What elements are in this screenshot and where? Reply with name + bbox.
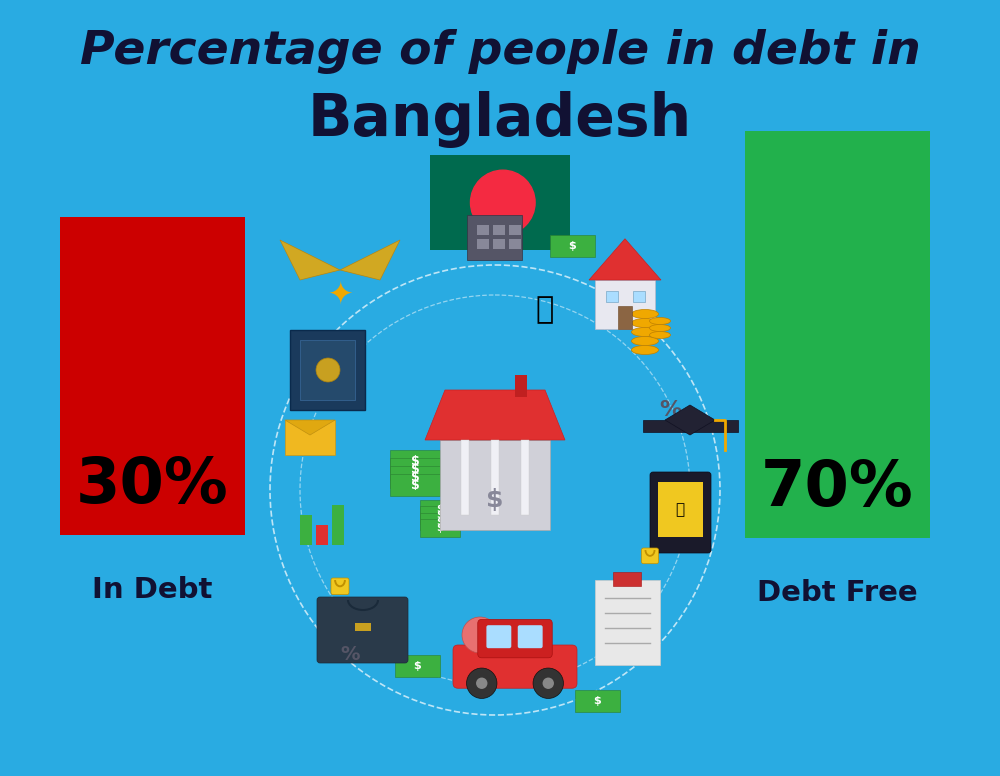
Polygon shape [589, 239, 661, 280]
Bar [300, 340, 355, 400]
FancyBboxPatch shape [331, 578, 349, 594]
Text: $: $ [593, 696, 601, 706]
Bar [420, 513, 460, 531]
Text: $: $ [411, 470, 419, 483]
Bar [316, 525, 328, 545]
Bar [390, 474, 440, 496]
Bar [440, 440, 550, 530]
Ellipse shape [650, 331, 670, 338]
Bar [509, 239, 521, 249]
Ellipse shape [632, 318, 658, 327]
FancyBboxPatch shape [518, 625, 543, 648]
Bar [613, 572, 641, 586]
Bar [461, 440, 469, 515]
Text: $: $ [437, 510, 443, 520]
FancyBboxPatch shape [395, 655, 440, 677]
Bar [332, 505, 344, 545]
Bar [521, 440, 529, 515]
Circle shape [471, 170, 535, 235]
Bar [658, 482, 703, 537]
Circle shape [467, 668, 497, 698]
Bar [60, 217, 245, 535]
Text: $: $ [411, 462, 419, 476]
Text: $: $ [437, 504, 443, 514]
Bar [515, 375, 527, 397]
Bar [420, 507, 460, 524]
FancyBboxPatch shape [575, 690, 620, 712]
Ellipse shape [632, 310, 658, 318]
Text: %: % [340, 646, 360, 664]
Ellipse shape [632, 345, 658, 355]
Bar [467, 215, 522, 260]
FancyBboxPatch shape [650, 472, 711, 553]
Bar [430, 155, 570, 250]
Bar [420, 500, 460, 518]
Bar [290, 330, 365, 410]
Text: $: $ [437, 523, 443, 533]
Ellipse shape [632, 337, 658, 345]
Polygon shape [285, 420, 335, 435]
Bar [745, 131, 930, 538]
Text: $: $ [568, 241, 576, 251]
Bar [493, 225, 505, 235]
Text: In Debt: In Debt [92, 576, 213, 604]
Bar [595, 580, 660, 665]
Ellipse shape [632, 327, 658, 337]
Circle shape [462, 617, 498, 653]
Bar [595, 280, 655, 329]
Circle shape [533, 668, 563, 698]
Bar [509, 225, 521, 235]
Polygon shape [280, 240, 340, 280]
Ellipse shape [650, 317, 670, 324]
Polygon shape [340, 240, 400, 280]
FancyBboxPatch shape [317, 597, 408, 663]
Bar [477, 225, 489, 235]
Text: $: $ [413, 661, 421, 671]
Polygon shape [425, 390, 565, 440]
Text: $: $ [437, 517, 443, 527]
Text: ✦: ✦ [327, 280, 353, 310]
FancyBboxPatch shape [550, 235, 595, 257]
Bar [477, 239, 489, 249]
Bar [300, 515, 312, 545]
Text: 30%: 30% [76, 454, 229, 516]
Circle shape [543, 677, 554, 689]
Text: $: $ [411, 479, 419, 491]
Polygon shape [665, 405, 715, 435]
Text: Debt Free: Debt Free [757, 579, 918, 607]
Bar [390, 458, 440, 480]
Text: %: % [659, 400, 681, 420]
Text: $: $ [486, 488, 504, 512]
Text: Percentage of people in debt in: Percentage of people in debt in [80, 29, 920, 74]
Bar [390, 450, 440, 472]
Text: Bangladesh: Bangladesh [308, 92, 692, 148]
FancyBboxPatch shape [642, 548, 658, 563]
FancyBboxPatch shape [478, 619, 552, 658]
Bar [390, 466, 440, 488]
Bar [420, 519, 460, 537]
Circle shape [476, 677, 487, 689]
Bar [491, 440, 499, 515]
Bar [643, 420, 738, 432]
Bar [633, 291, 644, 302]
Bar [493, 239, 505, 249]
Text: $: $ [411, 455, 419, 467]
FancyBboxPatch shape [285, 420, 335, 455]
Text: 🏦: 🏦 [675, 503, 685, 518]
Bar [606, 291, 618, 302]
Ellipse shape [650, 324, 670, 331]
FancyBboxPatch shape [486, 625, 511, 648]
Text: 70%: 70% [761, 457, 914, 519]
Text: 🔑: 🔑 [536, 296, 554, 324]
Bar [355, 623, 371, 631]
Circle shape [316, 358, 340, 382]
Bar [618, 307, 632, 329]
FancyBboxPatch shape [453, 645, 577, 688]
